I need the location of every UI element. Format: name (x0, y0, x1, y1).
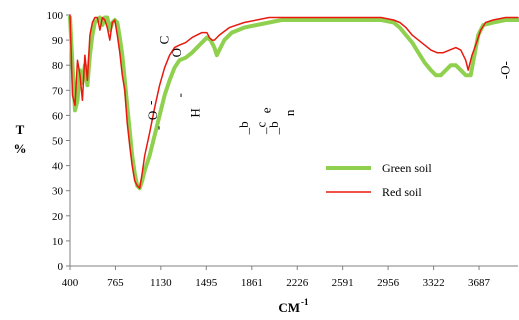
x-tick-label: 400 (62, 277, 79, 289)
annotation-label: O (145, 111, 160, 120)
y-tick-label: 70 (52, 85, 64, 97)
y-tick-label: 100 (47, 10, 64, 22)
annotation-label: C (156, 36, 171, 45)
y-tick-label: 0 (58, 261, 64, 273)
series-layer (68, 14, 519, 191)
annotation-label: e (258, 107, 273, 113)
x-tick-label: 1495 (195, 277, 218, 289)
y-tick-label: 10 (52, 236, 64, 248)
x-tick-label: 3687 (468, 277, 491, 289)
annotation-label: - (172, 93, 187, 97)
annotation-label: _c (253, 122, 268, 135)
legend: Green soil Red soil (326, 161, 432, 199)
annotation-layer: CO-O--H_b _ce_bn-O- (143, 36, 513, 136)
annotation-label: - (150, 126, 165, 130)
annotation-label: _b (236, 121, 251, 135)
annotation-label: n (282, 109, 297, 116)
x-tick-label: 1861 (241, 277, 263, 289)
y-tick-label: 50 (52, 136, 64, 148)
annotation-label: -O- (497, 61, 512, 79)
annotation-label: H (187, 108, 202, 117)
x-tick-label: 1130 (150, 277, 172, 289)
y-axis-label-bottom: % (14, 141, 27, 156)
x-tick-label: 2226 (286, 277, 309, 289)
x-axis-label-superscript: -1 (301, 297, 309, 307)
x-tick-label: 2591 (332, 277, 354, 289)
annotation-label: - (143, 101, 158, 105)
x-tick-label: 765 (107, 277, 124, 289)
y-tick-label: 40 (52, 161, 64, 173)
legend-label-red-soil: Red soil (382, 185, 422, 199)
series-line-green-soil (68, 15, 519, 191)
y-axis-label-top: T (16, 122, 25, 137)
series-line-red-soil (69, 14, 519, 189)
plot-area: 0 10 20 30 40 50 60 70 80 90 100 400 765 1130 1495 1861… (47, 10, 518, 289)
x-axis-label: CM (278, 300, 300, 315)
legend-label-green-soil: Green soil (382, 161, 432, 175)
y-tick-label: 20 (52, 211, 64, 223)
annotation-label: _b (266, 121, 281, 135)
y-tick-label: 80 (52, 60, 64, 72)
x-tick-label: 2956 (377, 277, 400, 289)
annotation-label: O (169, 48, 184, 57)
y-tick-label: 30 (52, 186, 64, 198)
y-tick-label: 90 (52, 35, 64, 47)
x-tick-label: 3322 (423, 277, 445, 289)
y-tick-label: 60 (52, 110, 64, 122)
